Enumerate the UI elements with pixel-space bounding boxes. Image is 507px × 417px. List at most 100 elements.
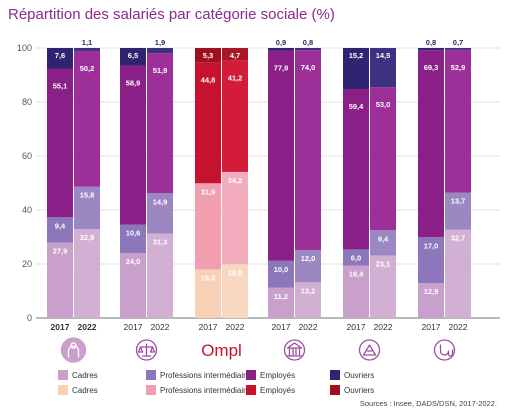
bar-segment	[120, 48, 146, 66]
data-label: 14,5	[376, 51, 391, 60]
data-label: 0,9	[276, 38, 286, 47]
bar-segment	[47, 48, 73, 69]
data-label: 51,9	[153, 66, 168, 75]
data-label: 9,4	[378, 234, 389, 243]
bar-segment	[445, 48, 471, 50]
bar-segment	[222, 60, 248, 172]
x-tick-label: 2017	[272, 322, 291, 332]
data-label: 44,8	[201, 75, 216, 84]
bar-segment	[47, 68, 73, 218]
data-label: 6,0	[351, 253, 361, 262]
bar-segment	[370, 255, 396, 318]
bar-segment	[147, 193, 173, 234]
data-label: 7,6	[55, 51, 65, 60]
bar-segment	[268, 260, 294, 288]
data-label: 58,9	[126, 79, 141, 88]
data-label: 27,9	[53, 247, 68, 256]
bar-segment	[370, 230, 396, 256]
bar-segment	[295, 50, 321, 250]
data-label: 14,9	[153, 197, 168, 206]
bar-segment	[295, 48, 321, 51]
x-tick-label: 2017	[51, 322, 70, 332]
bar-segment	[268, 287, 294, 318]
data-label: 6,5	[128, 51, 138, 60]
data-label: 55,1	[53, 82, 68, 91]
x-tick-label: 2017	[199, 322, 218, 332]
y-tick-label: 80	[22, 97, 32, 107]
x-tick-label: 2017	[347, 322, 366, 332]
bar-segment	[268, 48, 294, 51]
data-label: 59,4	[349, 102, 364, 111]
data-label: 32,9	[80, 233, 95, 242]
y-tick-label: 60	[22, 151, 32, 161]
health-icon	[433, 339, 456, 361]
data-label: 18,0	[201, 273, 216, 282]
data-label: 50,2	[80, 64, 95, 73]
data-label: 15,2	[349, 51, 364, 60]
bar-segment	[195, 183, 221, 270]
bar-segment	[195, 62, 221, 184]
bar-segment	[120, 224, 146, 254]
bar-segment	[370, 87, 396, 231]
x-tick-label: 2022	[226, 322, 245, 332]
x-tick-label: 2017	[124, 322, 143, 332]
bar-segment	[445, 229, 471, 318]
bar-segment	[47, 217, 73, 243]
data-label: 5,3	[203, 51, 213, 60]
data-label: 77,9	[274, 63, 289, 72]
bar-segment	[418, 237, 444, 284]
data-label: 13,2	[301, 286, 316, 295]
data-label: 10,6	[126, 229, 141, 238]
x-tick-label: 2022	[151, 322, 170, 332]
bar-segment	[47, 242, 73, 318]
data-label: 23,1	[376, 260, 391, 269]
bar-segment	[120, 253, 146, 318]
data-label: 1,1	[82, 38, 92, 47]
data-label: 17,0	[424, 241, 439, 250]
ompl-logo: Ompl	[201, 341, 242, 360]
scales-icon	[135, 339, 158, 361]
y-tick-label: 100	[17, 43, 32, 53]
bar-segment	[222, 171, 248, 265]
data-label: 53,0	[376, 100, 391, 109]
chart-title: Répartition des salariés par catégorie s…	[8, 6, 335, 23]
x-tick-label: 2022	[449, 322, 468, 332]
data-label: 0,7	[453, 38, 463, 47]
bar-segment	[222, 48, 248, 61]
bar-segment	[74, 48, 100, 51]
bar-segment	[120, 65, 146, 225]
data-label: 15,8	[80, 191, 95, 200]
bar-segment	[295, 249, 321, 283]
data-label: 19,9	[228, 268, 243, 277]
bar-segment	[195, 269, 221, 318]
bar-segment	[268, 50, 294, 261]
data-label: 11,2	[274, 292, 288, 301]
bar-segment	[343, 89, 369, 250]
bar-segment	[147, 53, 173, 194]
data-label: 9,4	[55, 221, 66, 230]
data-label: 34,2	[228, 176, 243, 185]
data-label: 69,3	[424, 63, 439, 72]
data-label: 24,0	[126, 257, 141, 266]
data-label: 12,9	[424, 287, 439, 296]
bar-segment	[418, 48, 444, 51]
data-label: 52,9	[451, 63, 466, 72]
y-tick-label: 40	[22, 205, 32, 215]
bar-segment	[445, 192, 471, 230]
bar-segment	[74, 229, 100, 318]
bank-icon	[283, 339, 306, 361]
bar-segment	[370, 48, 396, 88]
bar-segment	[74, 50, 100, 187]
data-label: 41,2	[228, 74, 243, 83]
bar-segment	[147, 233, 173, 318]
bar-segment	[418, 50, 444, 238]
data-label: 4,7	[230, 51, 240, 60]
data-label: 31,9	[201, 187, 216, 196]
bar-segment	[74, 186, 100, 230]
data-label: 0,8	[303, 38, 313, 47]
x-tick-label: 2017	[422, 322, 441, 332]
data-label: 32,7	[451, 234, 466, 243]
technical-icon	[358, 339, 381, 361]
bar-segment	[445, 49, 471, 193]
